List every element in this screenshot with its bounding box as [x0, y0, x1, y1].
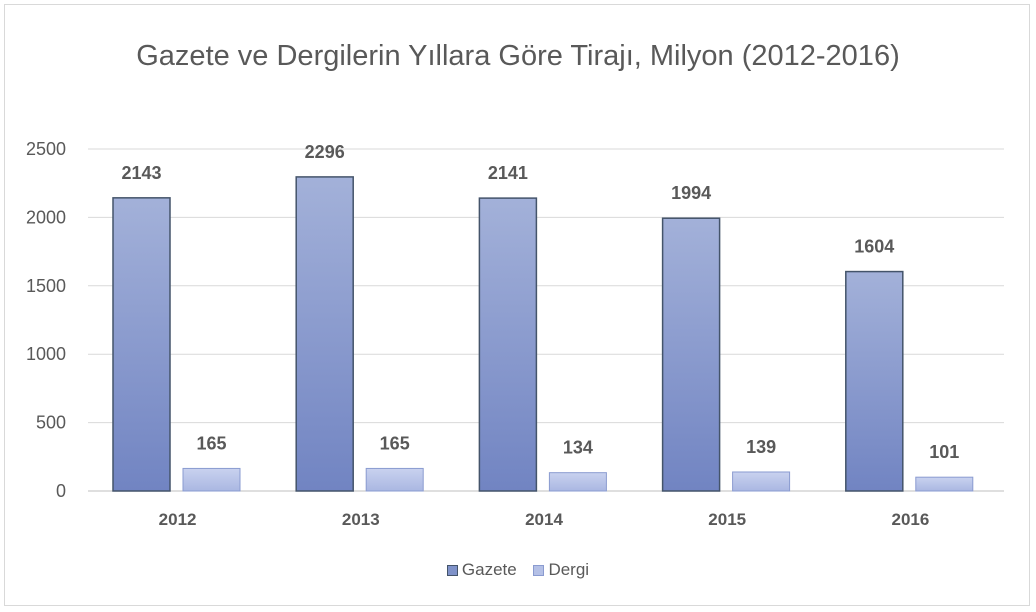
bar-gazete-2013 — [295, 176, 354, 492]
legend-item-dergi: Dergi — [533, 560, 589, 580]
legend: Gazete Dergi — [0, 560, 1036, 581]
y-tick-label: 2000 — [26, 207, 66, 227]
x-tick-label-2015: 2015 — [708, 510, 746, 529]
x-tick-label-2016: 2016 — [891, 510, 929, 529]
chart-title: Gazete ve Dergilerin Yıllara Göre Tirajı… — [0, 34, 1036, 78]
chart-title-text: Gazete ve Dergilerin Yıllara Göre Tirajı… — [136, 40, 900, 72]
legend-item-gazete: Gazete — [446, 560, 517, 580]
bar-gazete-2015 — [661, 217, 721, 492]
y-tick-label: 2500 — [26, 139, 66, 159]
legend-label-dergi: Dergi — [548, 560, 590, 579]
bar-gazete-2014 — [478, 197, 538, 492]
bar-dergi-2015 — [732, 471, 791, 492]
x-axis: 2012 2013 2014 2015 2016 — [159, 510, 930, 529]
data-label-gazete-2015: 1994 — [671, 183, 711, 203]
data-label-gazete-2016: 1604 — [854, 237, 894, 257]
y-tick-label: 1500 — [26, 276, 66, 296]
y-axis: 0 500 1000 1500 2000 2500 — [26, 139, 66, 501]
data-label-dergi-2013: 165 — [380, 433, 410, 453]
legend-swatch-dergi — [533, 564, 545, 576]
bar-dergi-2014 — [548, 472, 607, 492]
data-label-gazete-2014: 2141 — [488, 163, 528, 183]
data-label-dergi-2012: 165 — [196, 433, 226, 453]
y-tick-label: 0 — [56, 481, 66, 501]
data-label-gazete-2013: 2296 — [305, 142, 345, 162]
y-tick-label: 500 — [36, 413, 66, 433]
y-tick-label: 1000 — [26, 344, 66, 364]
bar-gazete-2012 — [112, 197, 171, 492]
bar-dergi-2012 — [182, 467, 241, 492]
bar-gazete-2016 — [845, 270, 904, 492]
data-label-dergi-2014: 134 — [563, 438, 593, 458]
legend-label-gazete: Gazete — [461, 560, 517, 579]
bars: 2143 165 2296 165 2141 134 1994 139 1604 101 — [112, 142, 974, 492]
data-label-gazete-2012: 2143 — [121, 163, 161, 183]
data-label-dergi-2015: 139 — [746, 437, 776, 457]
x-tick-label-2014: 2014 — [525, 510, 563, 529]
legend-swatch-gazete — [446, 564, 458, 576]
x-tick-label-2012: 2012 — [159, 510, 197, 529]
data-label-dergi-2016: 101 — [929, 442, 959, 462]
bar-dergi-2016 — [915, 476, 974, 492]
x-tick-label-2013: 2013 — [342, 510, 380, 529]
bar-dergi-2013 — [365, 467, 424, 492]
